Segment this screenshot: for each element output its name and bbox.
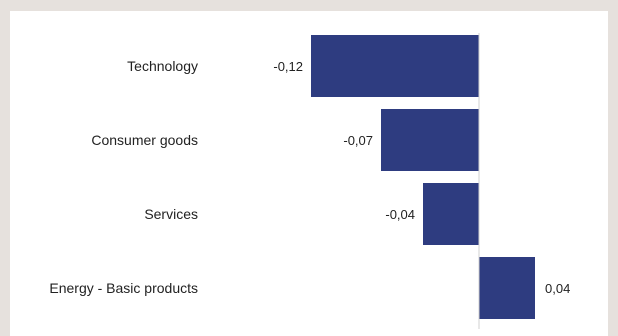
bar-chart: Technology -0,12 Consumer goods -0,07 Servic…	[49, 33, 570, 329]
value-label: -0,04	[385, 207, 415, 222]
bar-consumer-goods	[381, 109, 479, 171]
bar-technology	[311, 35, 479, 97]
category-label: Energy - Basic products	[49, 280, 198, 296]
value-label: -0,07	[343, 133, 373, 148]
value-label: -0,12	[273, 59, 303, 74]
category-label: Services	[144, 206, 198, 222]
category-label: Consumer goods	[91, 132, 198, 148]
category-label: Technology	[127, 58, 198, 74]
value-label: 0,04	[545, 281, 570, 296]
bar-services	[423, 183, 479, 245]
bar-energy-basic-products	[479, 257, 535, 319]
chart-panel: Technology -0,12 Consumer goods -0,07 Servic…	[10, 11, 608, 336]
